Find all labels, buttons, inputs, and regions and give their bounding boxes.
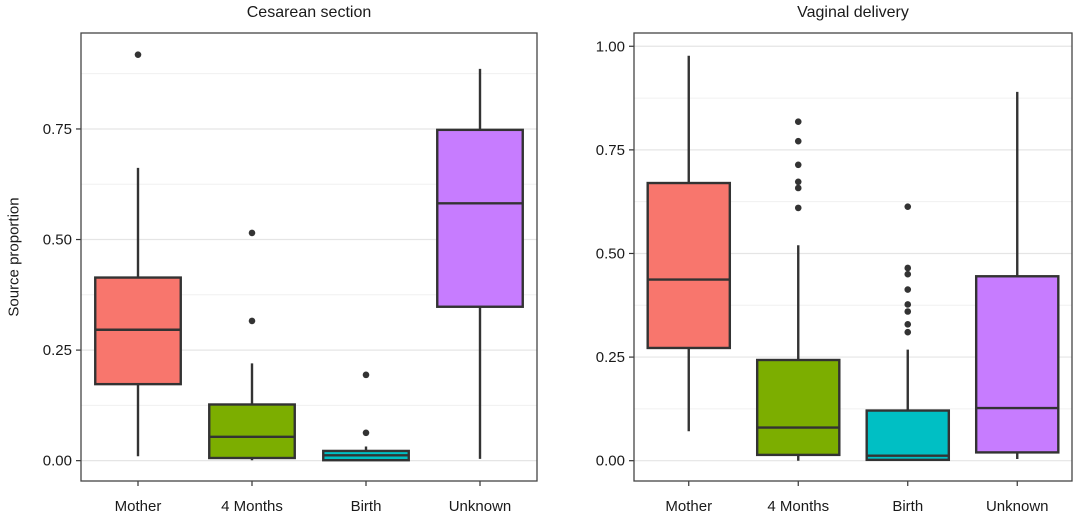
outlier-dot-birth bbox=[904, 321, 912, 328]
outlier-dot-birth bbox=[362, 429, 370, 437]
outlier-dot-birth bbox=[904, 328, 912, 336]
box-4-months bbox=[208, 403, 296, 460]
outlier-dot-mother bbox=[134, 51, 142, 58]
y-tick-label: 0.75 bbox=[596, 142, 625, 159]
outlier-dot-4-months bbox=[794, 184, 802, 192]
outlier-dot-4-months bbox=[794, 178, 802, 186]
x-tick-label-4-months: 4 Months bbox=[221, 498, 283, 515]
y-tick-label: 0.50 bbox=[43, 232, 72, 249]
box-4-months bbox=[755, 358, 841, 457]
x-tick-label-birth: Birth bbox=[351, 498, 382, 515]
x-tick-label-unknown: Unknown bbox=[986, 498, 1049, 515]
outlier-dot-birth bbox=[904, 270, 912, 278]
y-tick-label: 0.50 bbox=[596, 245, 625, 262]
outlier-dot-birth bbox=[362, 371, 370, 379]
panel-border bbox=[633, 32, 1073, 482]
box-unknown bbox=[436, 128, 524, 308]
outlier-dot-4-months bbox=[794, 204, 802, 212]
box-mother bbox=[646, 181, 732, 350]
y-tick-label: 0.00 bbox=[43, 453, 72, 470]
outlier-dot-birth bbox=[904, 203, 912, 210]
x-tick-label-4-months: 4 Months bbox=[767, 498, 829, 515]
x-tick-label-birth: Birth bbox=[892, 498, 923, 515]
x-tick-label-mother: Mother bbox=[665, 498, 712, 515]
y-tick-label: 0.25 bbox=[596, 349, 625, 366]
outlier-dot-4-months bbox=[794, 137, 802, 145]
y-tick-label: 0.25 bbox=[43, 342, 72, 359]
outlier-dot-4-months bbox=[248, 317, 256, 325]
outlier-dot-birth bbox=[904, 286, 912, 293]
outlier-dot-birth bbox=[904, 264, 912, 272]
panel-title-vaginal-delivery: Vaginal delivery bbox=[797, 4, 909, 21]
outlier-dot-birth bbox=[904, 308, 912, 315]
x-tick-label-mother: Mother bbox=[115, 498, 162, 515]
box-birth bbox=[865, 409, 951, 462]
y-tick-label: 0.75 bbox=[43, 121, 72, 138]
box-unknown bbox=[974, 275, 1060, 454]
panel-title-cesarean-section: Cesarean section bbox=[246, 4, 372, 21]
outlier-dot-4-months bbox=[248, 229, 256, 237]
x-tick-label-unknown: Unknown bbox=[449, 498, 512, 515]
panel-border bbox=[80, 32, 538, 482]
y-tick-label: 1.00 bbox=[596, 38, 625, 55]
outlier-dot-4-months bbox=[794, 118, 802, 125]
outlier-dot-4-months bbox=[794, 161, 802, 169]
y-tick-label: 0.00 bbox=[596, 453, 625, 470]
outlier-dot-birth bbox=[904, 301, 912, 308]
